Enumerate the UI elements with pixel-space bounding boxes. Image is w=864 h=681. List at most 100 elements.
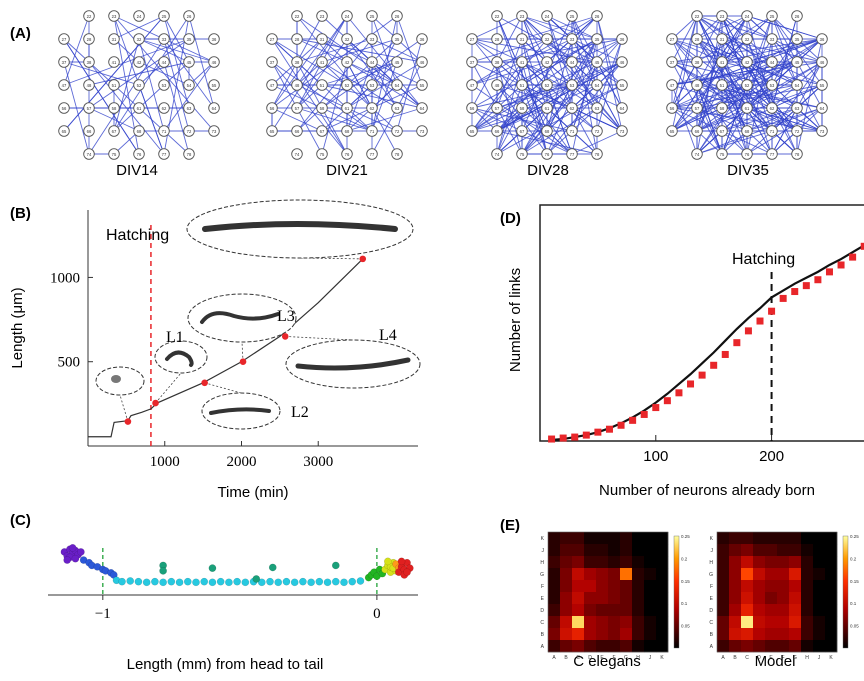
network-node xyxy=(133,10,145,22)
heatmap-cell xyxy=(548,532,561,545)
network-node xyxy=(158,148,170,160)
heatmap-cell xyxy=(608,544,621,557)
heatmap-cell xyxy=(741,544,754,557)
network-node xyxy=(716,148,728,160)
b-x-tick-label: 2000 xyxy=(226,454,256,470)
d-data-marker xyxy=(733,339,741,347)
heatmap-cell xyxy=(741,556,754,569)
heatmap-cell xyxy=(813,556,826,569)
network-node xyxy=(541,148,553,160)
network-node-label: 36 xyxy=(620,37,625,42)
heatmap-cell xyxy=(656,580,669,593)
heatmap-col-label: B xyxy=(564,655,568,661)
network-node-label: 71 xyxy=(770,129,775,134)
network-link xyxy=(163,15,190,109)
network-link xyxy=(521,107,548,155)
network-node xyxy=(291,125,303,137)
network-node-label: 65 xyxy=(62,129,67,134)
network-node-label: 45 xyxy=(595,60,600,65)
network-node xyxy=(741,33,753,45)
c-neuron-point xyxy=(315,577,324,586)
b-worm-shape xyxy=(202,221,398,232)
c-neuron-point xyxy=(63,556,71,564)
network-node xyxy=(291,33,303,45)
b-worm-shape xyxy=(165,350,194,367)
heatmap-col-label: A xyxy=(721,655,725,661)
colorbar-tick-label: 0.05 xyxy=(681,624,690,629)
network-node xyxy=(366,56,378,68)
network-link xyxy=(271,38,348,86)
network-node xyxy=(58,102,70,114)
panel-c-label: (C) xyxy=(10,512,31,529)
network-node xyxy=(83,148,95,160)
network-node-label: 63 xyxy=(795,106,800,111)
network-node xyxy=(516,33,528,45)
network-node xyxy=(466,79,478,91)
network-node-label: 78 xyxy=(795,152,800,157)
heatmap-cell xyxy=(813,580,826,593)
heatmap-cell xyxy=(596,592,609,605)
heatmap-cell xyxy=(753,604,766,617)
heatmap-cell xyxy=(801,628,814,641)
network-link xyxy=(63,38,190,86)
network-node-label: 77 xyxy=(770,152,775,157)
network-node-label: 41 xyxy=(112,60,117,65)
b-growth-line xyxy=(88,258,364,438)
network-node-label: 38 xyxy=(295,60,300,65)
network-node xyxy=(716,10,728,22)
network-link xyxy=(271,15,348,132)
heatmap-cell xyxy=(560,616,573,629)
heatmap-cell xyxy=(717,568,730,581)
network-link xyxy=(596,84,623,132)
c-neuron-point xyxy=(266,577,274,586)
network-node-label: 77 xyxy=(162,152,167,157)
network-node xyxy=(208,125,220,137)
panel-b-chart: 1000 2000 3000 500 1000 xyxy=(50,199,421,470)
heatmap-cell xyxy=(765,616,778,629)
network-link xyxy=(163,61,215,132)
heatmap-cell xyxy=(765,592,778,605)
c-neuron-point xyxy=(397,557,406,566)
network-node xyxy=(83,102,95,114)
network-link xyxy=(696,38,823,86)
network-link xyxy=(496,84,573,132)
d-data-marker xyxy=(675,389,683,397)
network-link xyxy=(796,61,823,109)
network-node-label: 36 xyxy=(420,37,425,42)
c-neuron-point xyxy=(77,548,85,556)
heatmap-cell xyxy=(584,640,597,653)
network-node xyxy=(616,125,628,137)
network-link xyxy=(321,61,398,86)
network-caption-div35: DIV35 xyxy=(727,162,769,179)
network-node xyxy=(716,102,728,114)
c-neuron-point xyxy=(159,567,167,575)
network-node-label: 26 xyxy=(395,14,400,19)
heatmap-cell xyxy=(717,628,730,641)
heatmap-cell xyxy=(608,532,621,545)
heatmap-cell xyxy=(801,568,814,581)
network-node-label: 44 xyxy=(370,60,375,65)
c-neuron-point xyxy=(340,578,348,587)
heatmap-cell xyxy=(548,592,561,605)
heatmap-cell xyxy=(741,592,754,605)
heatmap-cell xyxy=(656,616,669,629)
network-node-label: 73 xyxy=(620,129,625,134)
network-node-label: 44 xyxy=(770,60,775,65)
heatmap-cell xyxy=(548,568,561,581)
network-link xyxy=(671,61,698,109)
network-node xyxy=(366,10,378,22)
network-node xyxy=(791,56,803,68)
c-neuron-point xyxy=(126,577,135,585)
network-node xyxy=(566,125,578,137)
network-node xyxy=(766,102,778,114)
network-node xyxy=(616,33,628,45)
c-neuron-point xyxy=(348,577,357,586)
network-link xyxy=(496,84,573,155)
network-node xyxy=(591,79,603,91)
network-node xyxy=(133,56,145,68)
network-node-label: 47 xyxy=(470,83,475,88)
network-node-label: 47 xyxy=(270,83,275,88)
heatmap-cell xyxy=(729,544,742,557)
